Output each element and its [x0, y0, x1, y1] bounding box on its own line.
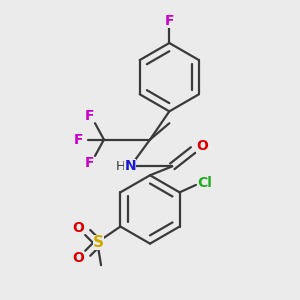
Text: F: F: [165, 14, 174, 28]
Text: F: F: [84, 156, 94, 170]
Text: O: O: [72, 251, 84, 265]
Text: F: F: [84, 109, 94, 123]
Text: Cl: Cl: [197, 176, 212, 190]
Text: F: F: [74, 133, 83, 147]
Text: S: S: [93, 236, 104, 250]
Text: O: O: [72, 221, 84, 235]
Text: O: O: [196, 139, 208, 152]
Text: H: H: [116, 160, 126, 173]
Text: N: N: [124, 159, 136, 173]
